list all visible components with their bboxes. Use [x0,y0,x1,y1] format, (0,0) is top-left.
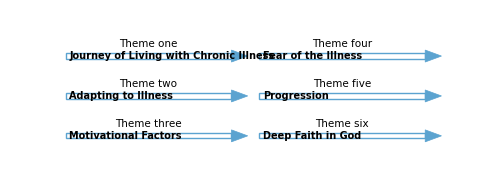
Text: Fear of the Illness: Fear of the Illness [263,51,362,61]
Polygon shape [425,130,442,142]
Text: Theme three: Theme three [115,119,182,129]
Text: Journey of Living with Chronic Illness: Journey of Living with Chronic Illness [70,51,274,61]
Polygon shape [425,50,442,62]
FancyBboxPatch shape [260,99,425,102]
FancyBboxPatch shape [66,90,232,93]
Text: Theme six: Theme six [316,119,369,129]
Polygon shape [232,90,248,102]
FancyBboxPatch shape [260,59,425,62]
Text: Theme one: Theme one [120,39,178,49]
Text: Theme two: Theme two [120,79,178,89]
Text: Deep Faith in God: Deep Faith in God [263,131,362,141]
Text: Progression: Progression [263,91,329,101]
FancyBboxPatch shape [66,139,232,142]
Text: Theme five: Theme five [313,79,372,89]
Text: Adapting to Illness: Adapting to Illness [70,91,174,101]
FancyBboxPatch shape [260,130,425,133]
Polygon shape [232,50,248,62]
FancyBboxPatch shape [66,99,232,102]
Polygon shape [425,90,442,102]
FancyBboxPatch shape [66,130,232,133]
Text: Motivational Factors: Motivational Factors [70,131,182,141]
FancyBboxPatch shape [66,133,232,139]
FancyBboxPatch shape [260,90,425,93]
FancyBboxPatch shape [66,93,232,99]
FancyBboxPatch shape [260,93,425,99]
Polygon shape [232,130,248,142]
FancyBboxPatch shape [66,50,232,53]
FancyBboxPatch shape [66,53,232,59]
FancyBboxPatch shape [66,59,232,62]
FancyBboxPatch shape [260,133,425,139]
FancyBboxPatch shape [260,139,425,142]
Text: Theme four: Theme four [312,39,372,49]
FancyBboxPatch shape [260,50,425,53]
FancyBboxPatch shape [260,53,425,59]
